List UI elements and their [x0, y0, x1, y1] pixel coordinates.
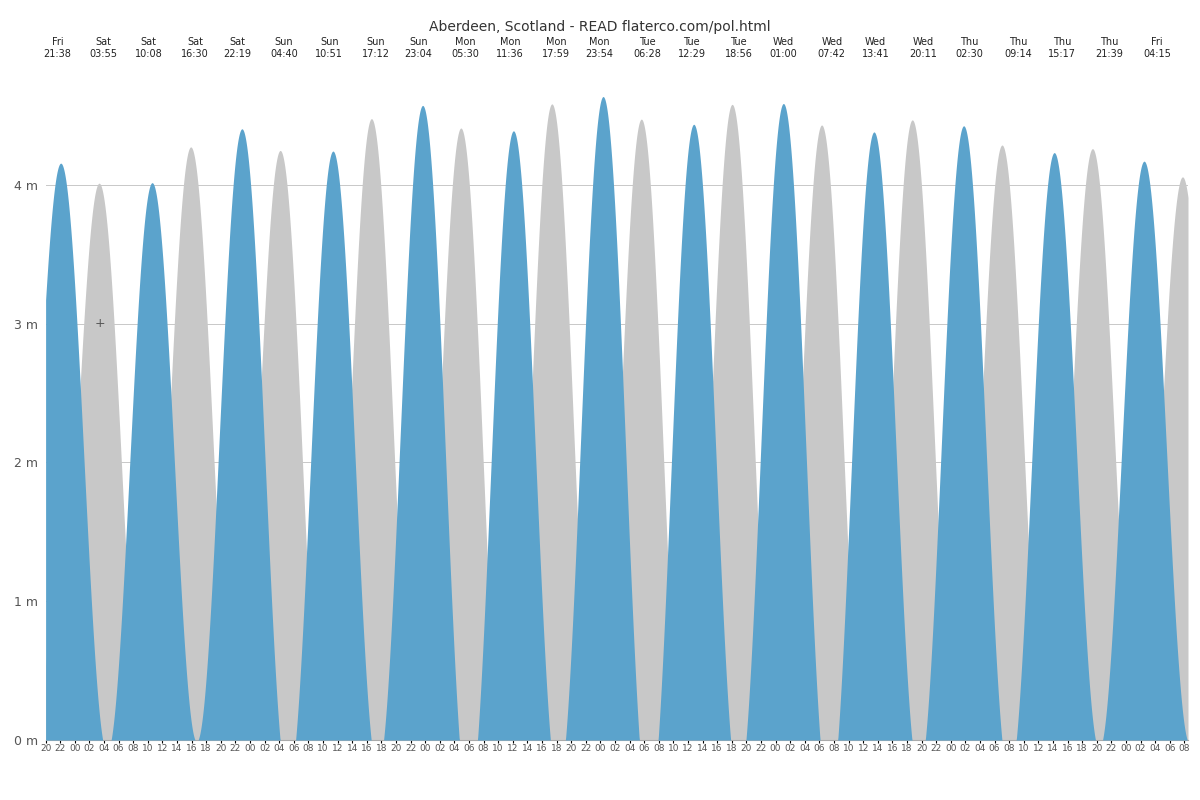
Text: +: + [95, 317, 106, 330]
Text: Aberdeen, Scotland - READ flaterco.com/pol.html: Aberdeen, Scotland - READ flaterco.com/p… [430, 20, 770, 34]
